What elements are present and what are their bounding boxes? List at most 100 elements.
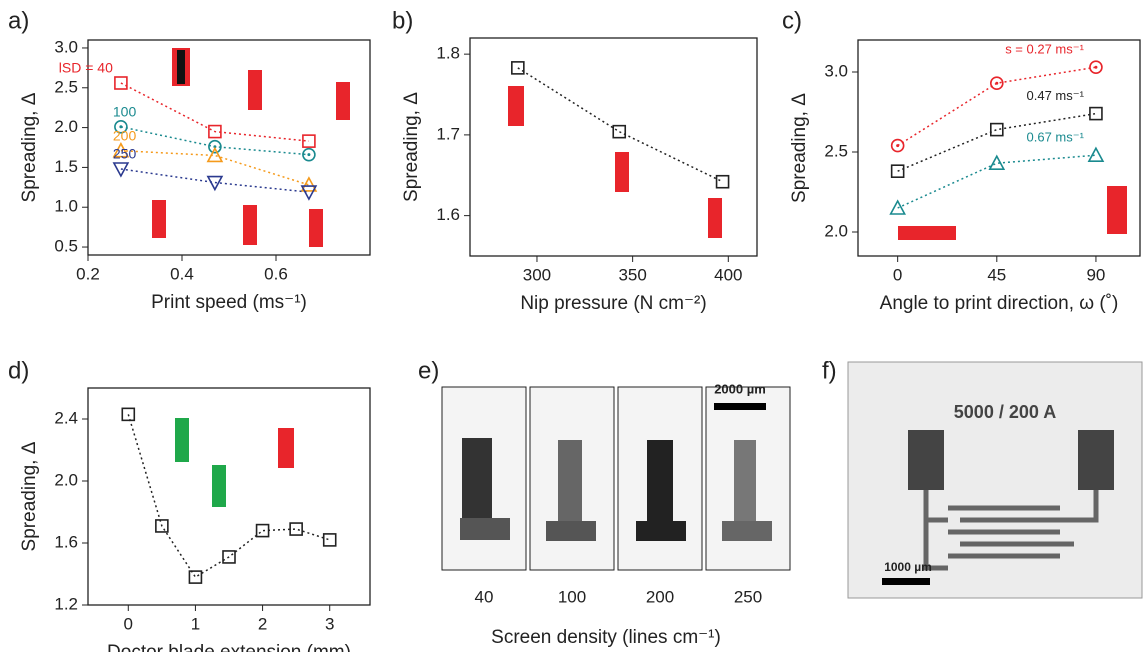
y-tick-label: 2.4 [54,408,78,427]
marker-dot [119,125,123,129]
scale-bar [882,578,930,585]
marker [300,176,318,192]
y-axis-label: Spreading, Δ [401,92,422,202]
x-tick-label: 0 [893,265,902,284]
series-label: 0.67 ms⁻¹ [1027,130,1085,145]
pattern [647,440,673,526]
pattern [546,521,596,541]
marker [208,139,222,154]
y-tick-label: 0.5 [54,237,78,256]
x-tick-label: 2 [258,614,267,633]
x-axis-label: Doctor blade extension (mm) [107,642,351,652]
series-line [120,82,309,142]
plot-frame [87,39,371,256]
y-axis-label: Spreading, Δ [789,93,810,203]
x-axis-label: Screen density (lines cm⁻¹) [491,627,721,648]
inset [615,152,629,192]
pattern [636,521,686,541]
marker [300,185,318,201]
x-tick-label: 400 [714,265,742,284]
inset [212,465,226,507]
series-line [120,168,309,193]
x-tick-label: 3 [325,614,334,633]
plot-frame [469,37,758,257]
y-tick-label: 1.6 [436,205,460,224]
panel-label: b) [392,7,413,34]
panel-label: f) [822,357,837,384]
inset [1107,186,1127,234]
series-label: 250 [113,146,137,162]
marker [206,175,224,192]
marker [302,134,316,148]
x-axis-label: Print speed (ms⁻¹) [151,292,307,313]
scale-bar [714,403,766,410]
image-label: 100 [558,587,586,606]
x-tick-label: 0.4 [170,264,194,283]
panel-f-image [847,361,1143,599]
series-line [517,67,723,183]
marker [890,138,905,153]
scale-label: 2000 µm [714,381,766,396]
marker [121,407,136,422]
inset [309,209,323,247]
inset [336,82,350,120]
marker-dot [1094,65,1098,69]
marker [208,124,222,139]
marker [890,164,905,178]
inset [175,418,189,462]
marker [188,570,203,584]
insets [152,48,1127,507]
series-label: 100 [113,103,137,119]
marker [322,533,337,547]
marker [206,146,224,163]
inset [177,50,185,84]
y-tick-label: 1.8 [436,44,460,63]
series-line [897,112,1097,172]
inset [248,70,262,110]
marker [612,124,627,139]
y-tick-label: 3.0 [54,37,78,56]
scale-label: 1000 µm [884,560,932,574]
marker-dot [213,145,217,149]
y-tick-label: 2.0 [824,221,848,240]
x-tick-label: 90 [1086,265,1105,284]
marker [1087,146,1105,162]
marker [989,122,1004,137]
y-axis-label: Spreading, Δ [19,441,40,551]
marker-dot [995,81,999,85]
marker [255,523,270,538]
series-line [127,414,330,579]
x-tick-label: 350 [618,265,646,284]
panel-label: e) [418,357,439,384]
y-tick-label: 1.6 [54,532,78,551]
marker [302,147,316,162]
marker [889,199,906,215]
pattern [734,440,756,526]
marker [114,76,128,90]
marker [222,550,236,564]
series-line [120,149,310,186]
x-axis-label: Nip pressure (N cm⁻²) [520,293,706,314]
plot-frame [857,39,1141,257]
pattern [462,438,492,528]
x-tick-label: 45 [987,265,1006,284]
pattern [722,521,772,541]
marker [715,174,730,189]
marker [112,141,130,158]
marker [1089,60,1103,74]
x-tick-label: 0 [124,614,133,633]
inset [278,428,294,468]
marker [155,519,169,533]
x-tick-label: 1 [191,614,200,633]
y-tick-label: 2.0 [54,470,78,489]
marker-dot [896,144,900,148]
panel-label: c) [782,7,802,34]
series-label: s = 0.27 ms⁻¹ [1005,42,1084,57]
y-tick-label: 2.5 [54,77,78,96]
marker-dot [307,153,311,157]
inset [243,205,257,245]
marker [112,162,130,178]
marker [289,522,303,536]
y-tick-label: 2.0 [54,117,78,136]
